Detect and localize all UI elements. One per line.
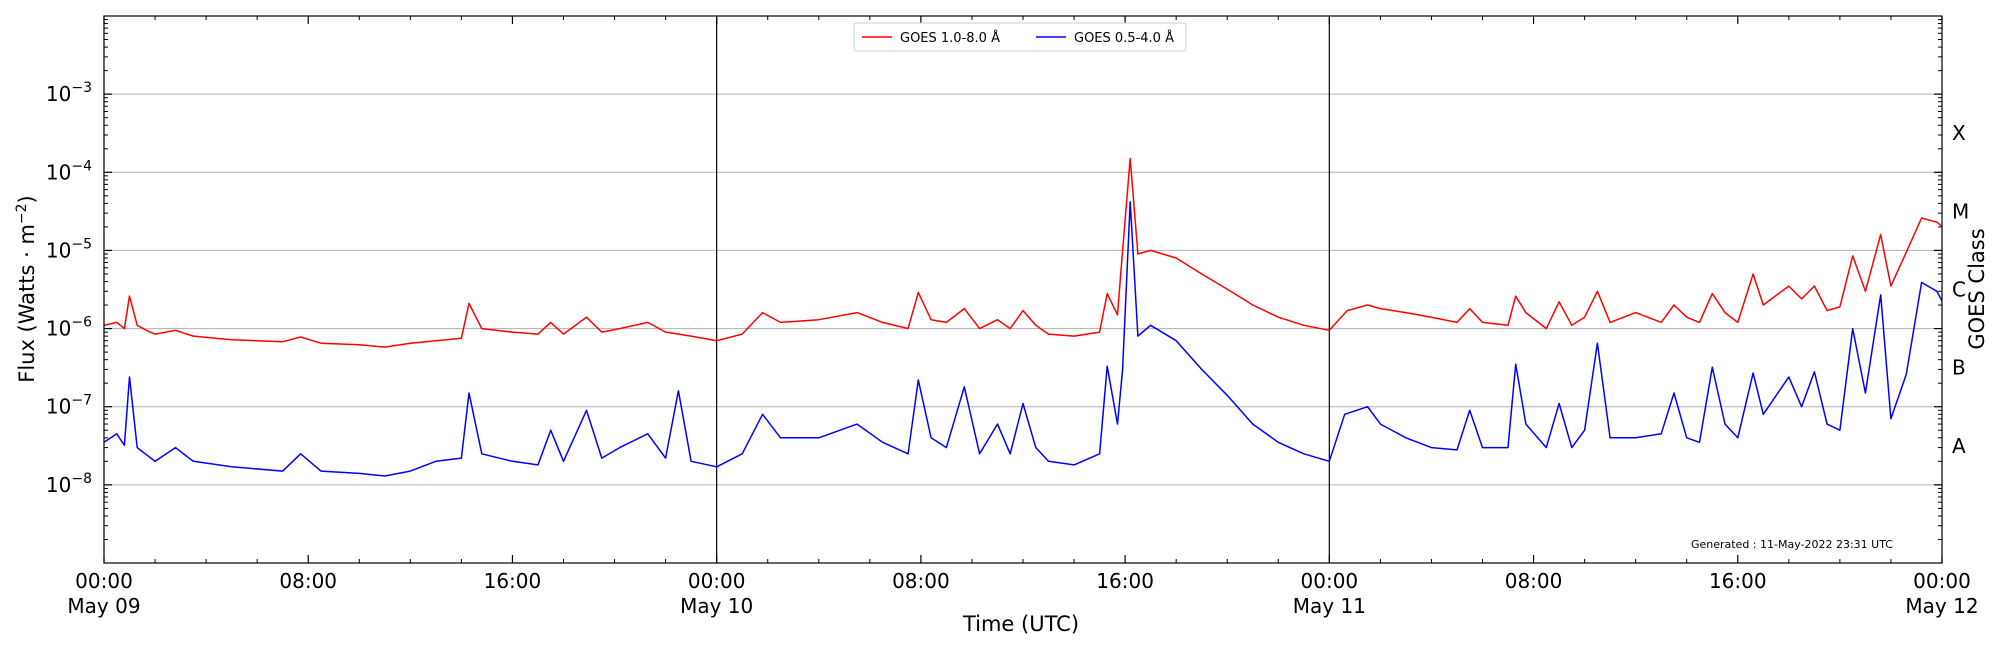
series-line-0 (104, 157, 1942, 348)
x-date-label-6: May 11 (1293, 594, 1366, 618)
legend: GOES 1.0-8.0 Å GOES 0.5-4.0 Å (853, 22, 1187, 52)
y-tick-base: 10 (46, 238, 71, 262)
gridlines (104, 93, 1942, 486)
goes-class-a: A (1952, 434, 1966, 458)
y-tick-exponent: −3 (71, 80, 92, 96)
y-tick-label-0: 10−8 (46, 471, 92, 497)
x-tick-label-2: 16:00 (484, 569, 542, 593)
legend-label-long-channel: GOES 1.0-8.0 Å (900, 30, 1000, 46)
goes-class-labels: A B C M X (1952, 121, 1969, 458)
y-axis-title-close: ) (15, 195, 39, 203)
series-layer (104, 157, 1942, 477)
y-tick-label-1: 10−7 (46, 393, 92, 419)
day-boundary-lines (716, 16, 1330, 563)
x-date-label-0: May 09 (67, 594, 140, 618)
y-tick-exponent: −4 (71, 158, 92, 174)
x-tick-label-1: 08:00 (279, 569, 337, 593)
y-axis-ticks: 10−810−710−610−510−410−3 (46, 19, 1942, 540)
x-tick-label-9: 00:00 (1913, 569, 1971, 593)
x-tick-label-7: 08:00 (1505, 569, 1563, 593)
x-axis-title: Time (UTC) (962, 612, 1079, 636)
y-tick-exponent: −6 (71, 315, 92, 331)
goes-class-axis-title: GOES Class (1965, 228, 1989, 349)
y-axis-title: Flux (Watts · m−2) (14, 195, 39, 383)
y-tick-exponent: −8 (71, 471, 92, 487)
x-tick-label-8: 16:00 (1709, 569, 1767, 593)
x-tick-label-0: 00:00 (75, 569, 133, 593)
y-axis-title-exponent: −2 (14, 203, 30, 224)
y-tick-base: 10 (46, 473, 71, 497)
y-tick-label-3: 10−5 (46, 236, 92, 262)
x-date-label-9: May 12 (1905, 594, 1978, 618)
goes-class-c: C (1952, 278, 1966, 302)
y-tick-base: 10 (46, 160, 71, 184)
goes-class-b: B (1952, 356, 1966, 380)
y-tick-base: 10 (46, 82, 71, 106)
generated-footnote: Generated : 11-May-2022 23:31 UTC (1691, 538, 1893, 551)
series-line-1 (104, 200, 1942, 477)
goes-class-m: M (1952, 199, 1969, 223)
y-tick-exponent: −5 (71, 236, 92, 252)
y-tick-label-4: 10−4 (46, 158, 92, 184)
legend-box (853, 22, 1187, 52)
x-tick-label-4: 08:00 (892, 569, 950, 593)
y-tick-base: 10 (46, 317, 71, 341)
legend-label-short-channel: GOES 0.5-4.0 Å (1074, 30, 1174, 46)
goes-class-x: X (1952, 121, 1966, 145)
y-tick-label-2: 10−6 (46, 315, 92, 341)
y-axis-title-main: Flux (Watts · m (15, 224, 39, 383)
x-tick-label-3: 00:00 (688, 569, 746, 593)
y-tick-label-5: 10−3 (46, 80, 92, 106)
y-tick-exponent: −7 (71, 393, 92, 409)
x-tick-label-6: 00:00 (1301, 569, 1359, 593)
x-date-label-3: May 10 (680, 594, 753, 618)
x-tick-label-5: 16:00 (1096, 569, 1154, 593)
y-tick-base: 10 (46, 395, 71, 419)
